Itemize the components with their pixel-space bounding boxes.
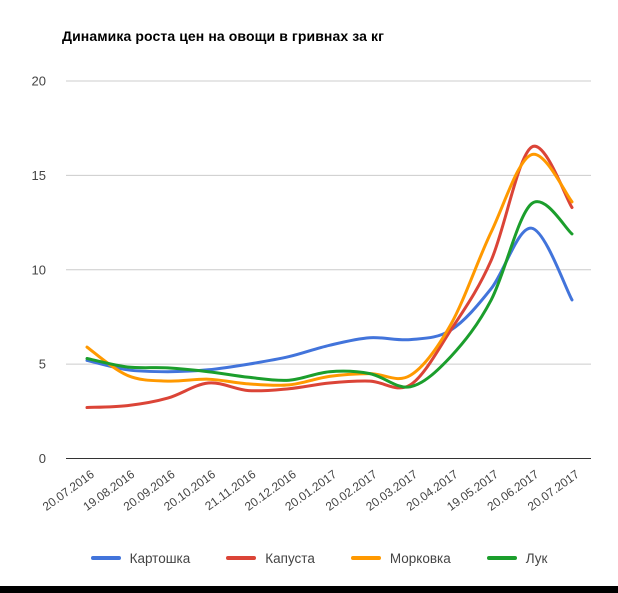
legend-label: Лук (525, 550, 548, 566)
y-tick-label: 5 (39, 357, 46, 372)
legend-item-morkovka: Морковка (350, 550, 451, 566)
legend-line-swatch-blue (90, 556, 121, 560)
y-tick-label: 15 (32, 168, 46, 183)
series-line-картошка (85, 226, 574, 374)
y-tick-label: 0 (39, 451, 46, 466)
legend-line-swatch-green (486, 556, 517, 560)
legend-item-kapusta: Капуста (226, 551, 315, 566)
series-line-лук (85, 200, 574, 389)
legend-label: Капуста (265, 550, 315, 566)
chart-title: Динамика роста цен на овощи в гривнах за… (62, 28, 385, 44)
series-line-морковка (85, 153, 574, 387)
legend-line-swatch-red (226, 556, 257, 560)
legend-item-luk: Лук (486, 550, 548, 566)
bottom-black-bar (0, 586, 618, 593)
legend-item-kartoshka: Картошка (90, 550, 191, 566)
legend-label: Картошка (129, 550, 191, 566)
y-tick-label: 20 (32, 74, 46, 89)
legend-label: Морковка (389, 550, 451, 566)
chart-legend: Картошка Капуста Морковка Лук (10, 547, 618, 569)
series-line-капуста (85, 144, 574, 409)
legend-line-swatch-orange (350, 556, 381, 560)
y-tick-label: 10 (32, 262, 46, 277)
